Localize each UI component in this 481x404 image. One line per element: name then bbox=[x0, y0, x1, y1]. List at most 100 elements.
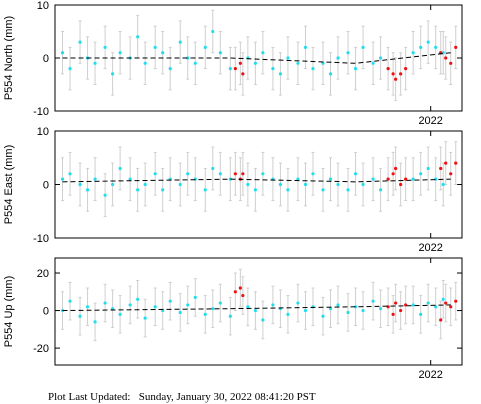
data-point bbox=[353, 67, 358, 71]
data-point bbox=[228, 314, 232, 318]
data-point bbox=[394, 77, 398, 81]
data-point bbox=[85, 305, 90, 309]
data-point bbox=[93, 61, 97, 65]
y-tick-label: -10 bbox=[33, 233, 49, 245]
y-axis-label: P554 North (mm) bbox=[3, 16, 15, 100]
data-point bbox=[454, 161, 458, 165]
data-point bbox=[296, 61, 300, 65]
data-point bbox=[394, 166, 398, 171]
data-point bbox=[168, 67, 172, 71]
data-point bbox=[211, 307, 215, 311]
data-point bbox=[103, 45, 107, 50]
data-point bbox=[161, 188, 165, 192]
data-point bbox=[193, 295, 197, 300]
data-point bbox=[161, 51, 165, 55]
data-point bbox=[218, 301, 222, 305]
y-tick-label: 0 bbox=[43, 180, 49, 192]
trend-line bbox=[62, 304, 451, 312]
data-point bbox=[391, 312, 395, 316]
data-point bbox=[85, 188, 90, 192]
footer: Plot Last Updated: Sunday, January 30, 2… bbox=[48, 391, 316, 403]
data-point bbox=[203, 312, 207, 316]
data-point bbox=[449, 61, 453, 65]
data-point bbox=[136, 297, 140, 301]
data-point bbox=[434, 305, 438, 309]
data-point bbox=[143, 182, 147, 187]
data-point bbox=[321, 61, 325, 65]
data-point bbox=[238, 286, 242, 290]
data-point bbox=[449, 305, 453, 309]
y-tick-label: 0 bbox=[43, 306, 49, 318]
data-point bbox=[371, 299, 375, 303]
data-point bbox=[379, 56, 383, 60]
data-point bbox=[303, 182, 308, 187]
data-point bbox=[286, 188, 290, 192]
data-point bbox=[419, 312, 423, 316]
data-point bbox=[379, 188, 383, 192]
data-point bbox=[321, 314, 325, 318]
plot-frame bbox=[54, 4, 463, 112]
data-point bbox=[111, 182, 115, 187]
data-point bbox=[399, 308, 403, 313]
data-point bbox=[228, 177, 232, 181]
data-point bbox=[136, 35, 140, 39]
data-point bbox=[143, 316, 147, 320]
data-point bbox=[454, 45, 458, 50]
plot-area bbox=[60, 9, 458, 101]
x-tick-label: 2022 bbox=[418, 242, 442, 254]
data-point bbox=[444, 56, 448, 60]
data-point bbox=[353, 305, 358, 309]
data-point bbox=[186, 303, 190, 307]
data-point bbox=[336, 182, 340, 187]
data-point bbox=[449, 172, 453, 176]
data-point bbox=[261, 318, 265, 322]
data-point bbox=[178, 40, 182, 44]
y-tick-label: 0 bbox=[43, 53, 49, 65]
y-axis-label: P554 Up (mm) bbox=[3, 276, 15, 348]
data-point bbox=[178, 182, 182, 187]
y-tick-label: 20 bbox=[37, 268, 49, 280]
data-point bbox=[346, 310, 350, 315]
data-point bbox=[218, 51, 222, 55]
trend-line bbox=[62, 178, 451, 183]
data-point bbox=[111, 72, 115, 76]
data-point bbox=[233, 172, 237, 176]
data-point bbox=[253, 308, 257, 313]
data-point bbox=[228, 67, 232, 71]
data-point bbox=[328, 177, 333, 181]
data-point bbox=[311, 67, 315, 71]
data-point bbox=[311, 172, 315, 176]
data-point bbox=[454, 299, 458, 303]
data-point bbox=[328, 72, 333, 76]
y-tick-label: 10 bbox=[37, 126, 49, 138]
data-point bbox=[211, 166, 215, 171]
data-point bbox=[361, 308, 365, 313]
data-point bbox=[246, 182, 250, 187]
data-point bbox=[128, 303, 132, 307]
data-point bbox=[118, 51, 122, 55]
data-point bbox=[419, 45, 423, 50]
data-point bbox=[426, 301, 430, 305]
plot-area bbox=[60, 268, 458, 342]
data-point bbox=[296, 301, 300, 305]
data-point bbox=[253, 188, 257, 192]
data-point bbox=[411, 177, 415, 181]
plot-frame bbox=[54, 257, 463, 366]
data-point bbox=[278, 72, 283, 76]
data-point bbox=[128, 177, 132, 181]
data-point bbox=[336, 303, 340, 307]
data-point bbox=[444, 301, 448, 305]
y-axis-label: P554 East (mm) bbox=[3, 145, 15, 224]
data-point bbox=[434, 45, 438, 50]
data-point bbox=[391, 172, 395, 176]
data-point bbox=[296, 177, 300, 181]
data-point bbox=[153, 305, 157, 309]
y-tick-label: -20 bbox=[33, 343, 49, 355]
data-point bbox=[404, 67, 408, 71]
data-point bbox=[411, 51, 415, 55]
data-point bbox=[118, 166, 122, 171]
data-point bbox=[261, 51, 265, 55]
data-point bbox=[278, 182, 283, 187]
data-point bbox=[346, 188, 350, 192]
data-point bbox=[419, 172, 423, 176]
